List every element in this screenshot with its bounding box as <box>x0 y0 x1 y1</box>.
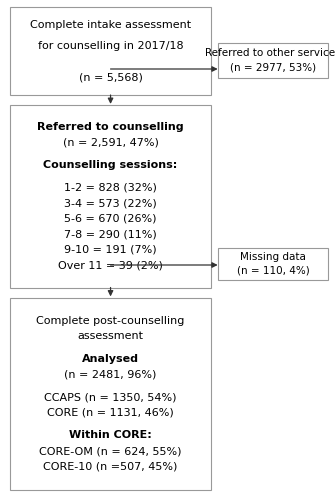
Text: CORE-10 (n =507, 45%): CORE-10 (n =507, 45%) <box>43 462 178 472</box>
FancyBboxPatch shape <box>10 105 211 288</box>
Text: CORE-OM (n = 624, 55%): CORE-OM (n = 624, 55%) <box>39 446 182 456</box>
Text: 3-4 = 573 (22%): 3-4 = 573 (22%) <box>64 198 157 208</box>
Text: Within CORE:: Within CORE: <box>69 430 152 440</box>
Text: CORE (n = 1131, 46%): CORE (n = 1131, 46%) <box>47 408 174 418</box>
Text: Complete post-counselling: Complete post-counselling <box>37 316 185 326</box>
Text: CCAPS (n = 1350, 54%): CCAPS (n = 1350, 54%) <box>44 392 177 402</box>
Text: Referred to other services: Referred to other services <box>205 48 335 58</box>
Text: 9-10 = 191 (7%): 9-10 = 191 (7%) <box>64 244 157 254</box>
Text: Counselling sessions:: Counselling sessions: <box>44 160 178 170</box>
Text: assessment: assessment <box>77 332 144 342</box>
Text: Referred to counselling: Referred to counselling <box>37 122 184 132</box>
Text: (n = 110, 4%): (n = 110, 4%) <box>237 266 310 276</box>
Text: Complete intake assessment: Complete intake assessment <box>30 20 191 30</box>
Text: Over 11 = 39 (2%): Over 11 = 39 (2%) <box>58 260 163 270</box>
Text: Missing data: Missing data <box>240 252 306 262</box>
Text: for counselling in 2017/18: for counselling in 2017/18 <box>38 41 183 51</box>
Text: (n = 2,591, 47%): (n = 2,591, 47%) <box>63 138 158 148</box>
Text: Analysed: Analysed <box>82 354 139 364</box>
Text: 7-8 = 290 (11%): 7-8 = 290 (11%) <box>64 229 157 239</box>
FancyBboxPatch shape <box>218 248 328 280</box>
FancyBboxPatch shape <box>218 42 328 78</box>
Text: 1-2 = 828 (32%): 1-2 = 828 (32%) <box>64 182 157 192</box>
FancyBboxPatch shape <box>10 8 211 95</box>
Text: 5-6 = 670 (26%): 5-6 = 670 (26%) <box>64 214 157 224</box>
FancyBboxPatch shape <box>10 298 211 490</box>
Text: (n = 2977, 53%): (n = 2977, 53%) <box>230 62 316 72</box>
Text: (n = 5,568): (n = 5,568) <box>79 72 142 83</box>
Text: (n = 2481, 96%): (n = 2481, 96%) <box>64 370 157 380</box>
